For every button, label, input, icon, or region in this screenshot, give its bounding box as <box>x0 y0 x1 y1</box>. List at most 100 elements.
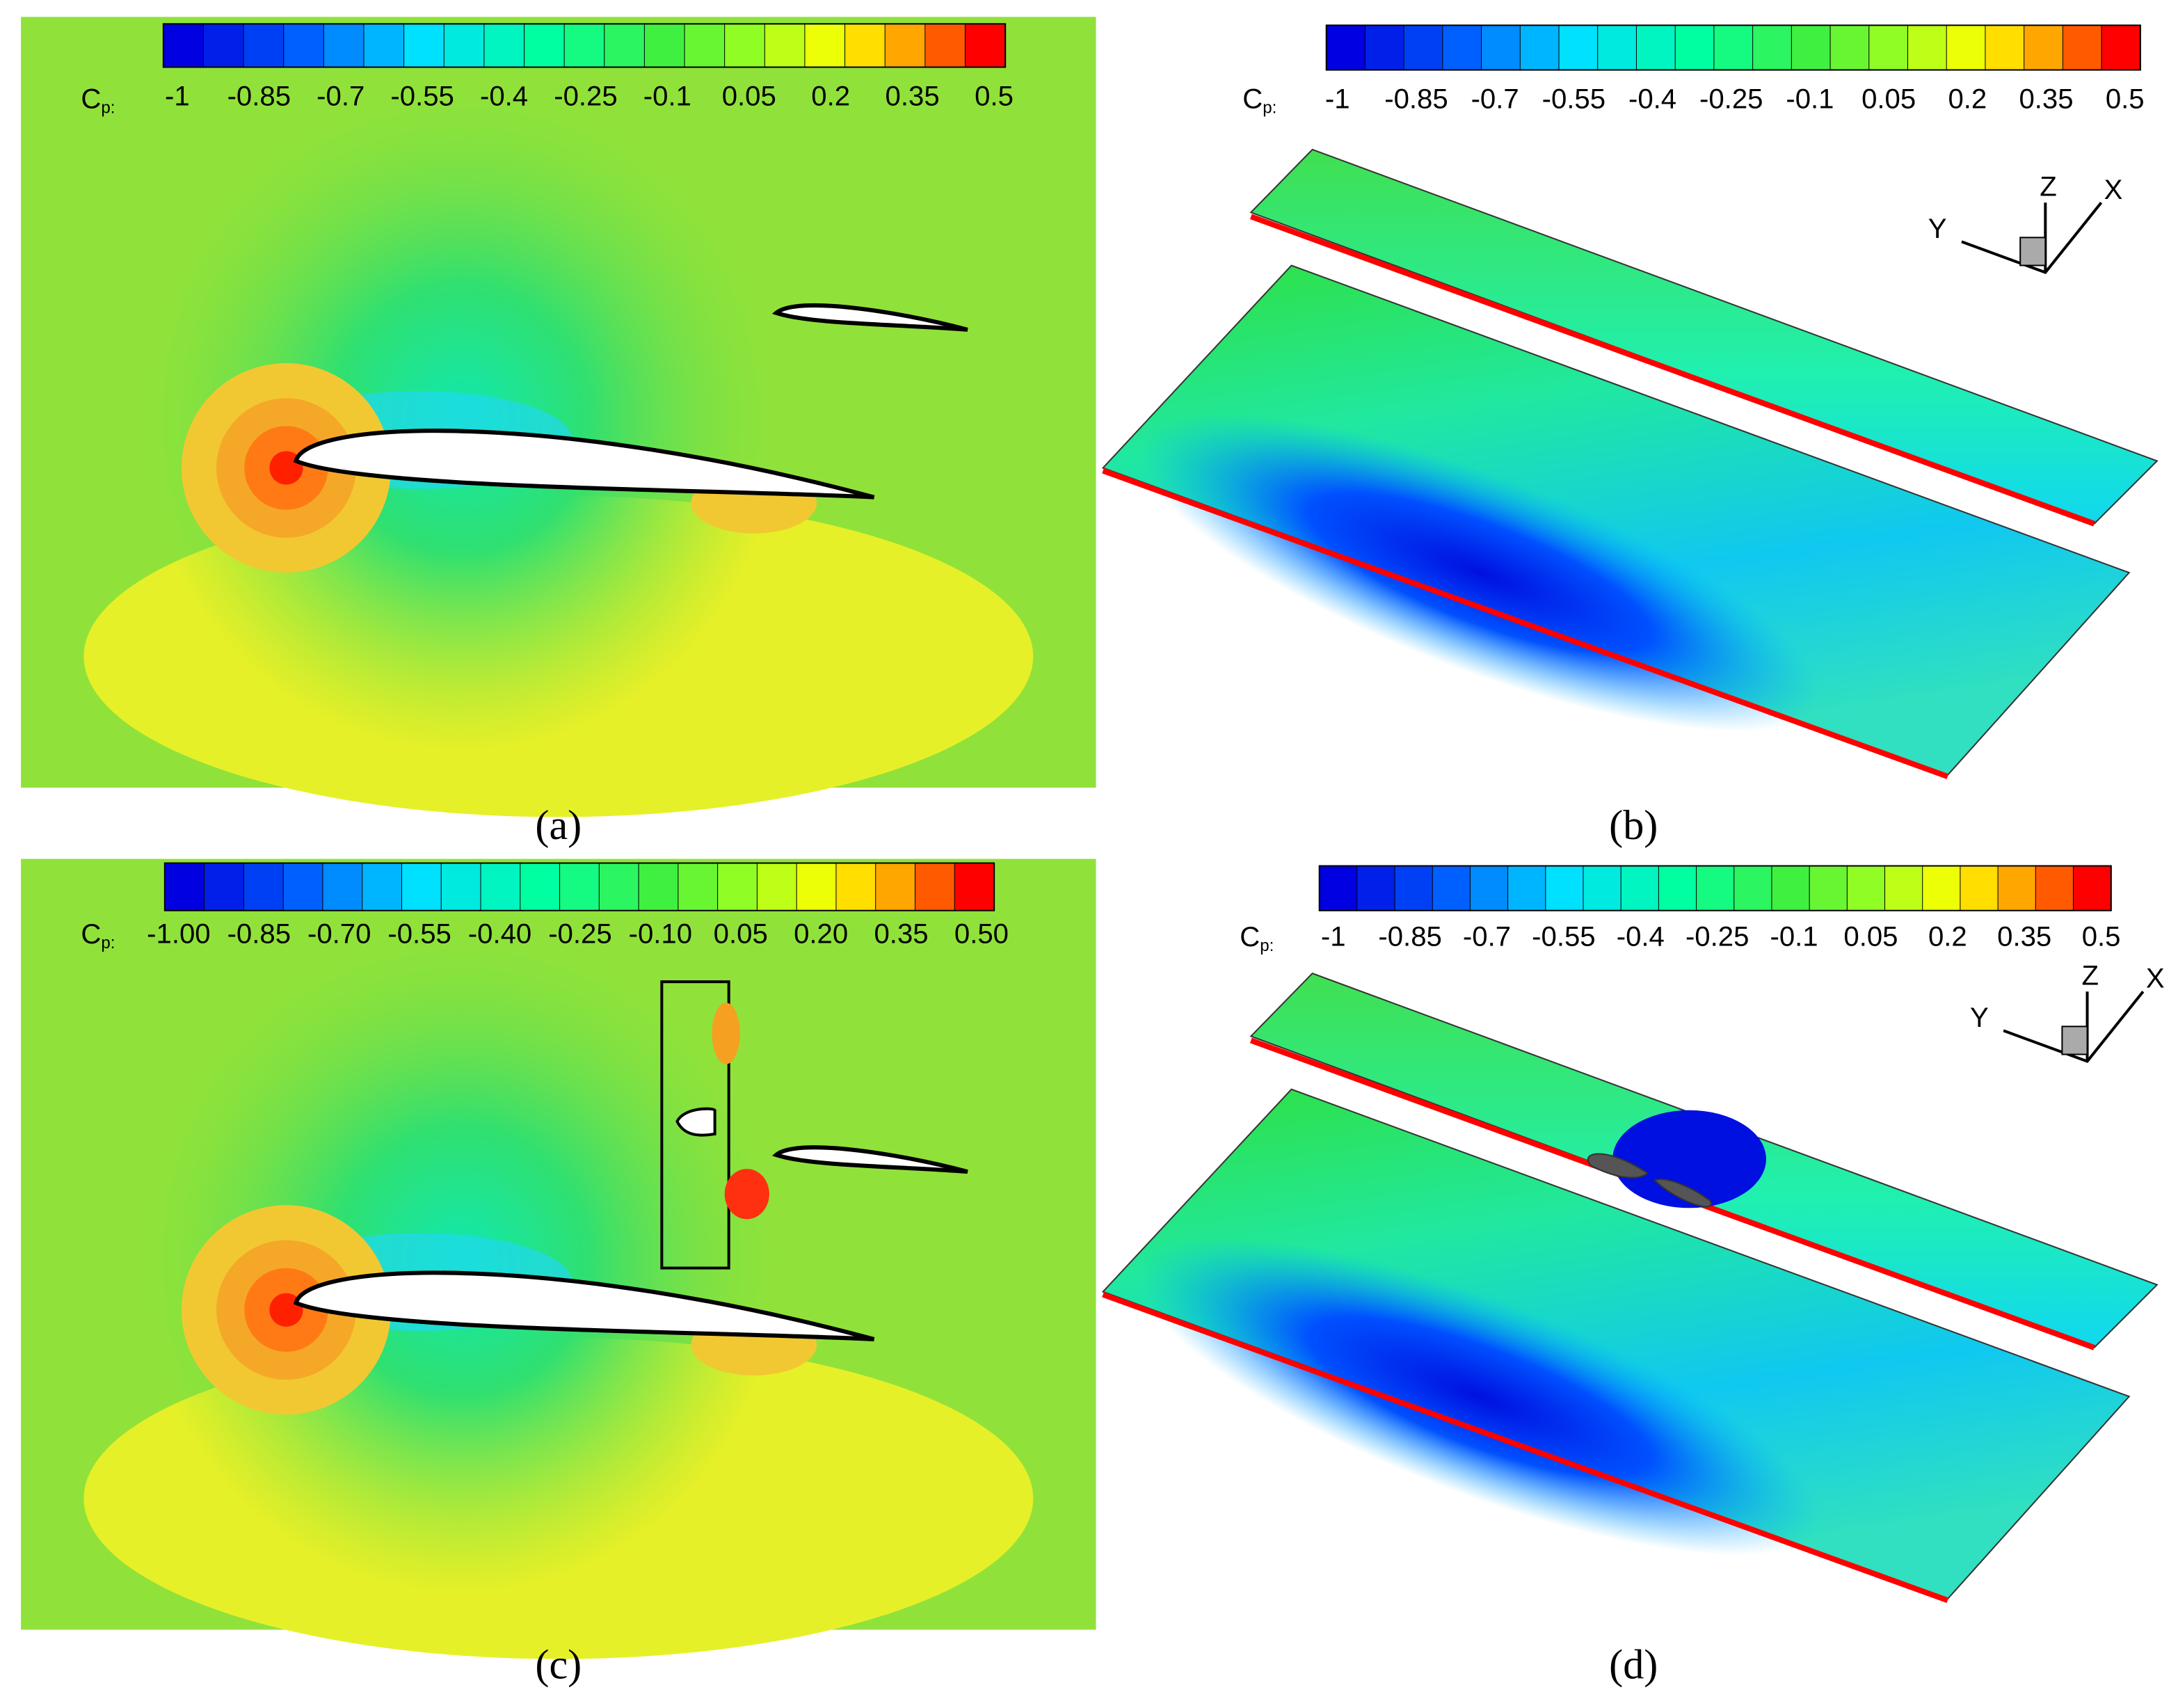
cp-subscript: p: <box>101 934 115 952</box>
colorbar-band <box>1469 865 1509 911</box>
colorbar-band <box>1829 24 1870 71</box>
colorbar-band <box>1733 865 1773 911</box>
colorbar-band <box>1442 24 1482 71</box>
inset-blob <box>712 1003 740 1064</box>
colorbar-tick-label: 0.35 <box>2019 83 2073 114</box>
colorbar-band <box>363 23 405 68</box>
colorbar-tick-label: -0.55 <box>387 918 451 950</box>
prop-suction <box>1612 1110 1766 1208</box>
colorbar-band <box>764 23 806 68</box>
cp-symbol: C <box>1240 921 1260 952</box>
colorbar-band <box>282 863 324 911</box>
colorbar-band <box>2062 24 2103 71</box>
colorbar-band <box>440 863 482 911</box>
colorbar-tick-label: -0.7 <box>317 80 365 111</box>
colorbar-band <box>243 23 285 68</box>
colorbar-band <box>1481 24 1521 71</box>
colorbar-band <box>401 863 442 911</box>
colorbar-tick-label: -0.40 <box>468 918 531 950</box>
colorbar-band <box>796 863 838 911</box>
colorbar-tick-label: -0.7 <box>1463 921 1511 952</box>
panel: Cp: -1 -0.85 -0.7 -0.55 -0.4 -0.25 -0.1 0.05 0.2 0… <box>21 17 1096 849</box>
colorbar-band <box>559 863 600 911</box>
colorbar-title: Cp: <box>81 918 115 953</box>
colorbar-tick-label: -0.10 <box>629 918 692 950</box>
panel: Cp: -1 -0.85 -0.7 -0.55 -0.4 -0.25 -0.1 0.05 0.2 0… <box>1101 24 2159 849</box>
colorbar-tick-label: -0.25 <box>554 80 617 111</box>
inset-body <box>675 1107 716 1137</box>
triad-label: X <box>2146 963 2165 994</box>
colorbar-band <box>323 23 365 68</box>
colorbar-band <box>1868 24 1909 71</box>
colorbar-tick-label: 0.35 <box>1997 921 2051 952</box>
colorbar-band <box>2024 24 2064 71</box>
colorbar-band <box>964 23 1007 68</box>
colorbar-tick-label: -0.1 <box>1770 921 1818 952</box>
colorbar-band <box>638 863 679 911</box>
colorbar-band <box>1583 865 1622 911</box>
colorbar-band <box>202 23 245 68</box>
colorbar-band <box>524 23 566 68</box>
colorbar-band <box>604 23 646 68</box>
colorbar-band <box>1884 865 1923 911</box>
panel-label: (b) <box>1609 802 1658 849</box>
colorbar-band <box>204 863 245 911</box>
colorbar-band <box>1519 24 1560 71</box>
cp-symbol: C <box>1242 83 1263 114</box>
colorbar-tick-label: -0.1 <box>1786 83 1834 114</box>
colorbar-frame <box>162 23 1007 68</box>
colorbar-tick-label: 0.35 <box>886 80 940 111</box>
colorbar-band <box>717 863 758 911</box>
colorbar-band <box>924 23 966 68</box>
suction-zone <box>1139 413 1821 732</box>
colorbar-tick-label: -1 <box>1325 83 1350 114</box>
colorbar-tick-label: -0.55 <box>390 80 454 111</box>
triad-cube <box>2019 237 2047 266</box>
colorbar-band <box>1558 24 1599 71</box>
main-airfoil <box>293 1270 875 1341</box>
colorbar-band <box>243 863 285 911</box>
colorbar-band <box>1620 865 1660 911</box>
colorbar-band <box>403 23 445 68</box>
colorbar-band <box>1658 865 1697 911</box>
colorbar-band <box>2035 865 2074 911</box>
panel: Cp: -1.00 -0.85 -0.70 -0.55 -0.40 -0.25 -0.10 0.… <box>21 859 1096 1688</box>
colorbar-tick-label: 0.05 <box>1843 921 1898 952</box>
colorbar-band <box>1960 865 1999 911</box>
colorbar-tick-label: 0.5 <box>2106 83 2145 114</box>
main-airfoil <box>293 429 875 500</box>
cp-symbol: C <box>81 83 101 114</box>
colorbar-tick-label: -0.55 <box>1532 921 1595 952</box>
triad-label: Z <box>2040 171 2057 202</box>
colorbar-band <box>163 23 205 68</box>
colorbar-tick-label: -0.25 <box>1685 921 1749 952</box>
colorbar-tick-label: -1 <box>1321 921 1346 952</box>
colorbar-band <box>1326 24 1366 71</box>
colorbar-tick-label: -0.55 <box>1542 83 1606 114</box>
colorbar-band <box>480 863 521 911</box>
main-edge <box>1102 468 1949 779</box>
colorbar-band <box>322 863 363 911</box>
colorbar-tick-label: 0.2 <box>1948 83 1987 114</box>
colorbar-band <box>835 863 876 911</box>
colorbar-band <box>1394 865 1434 911</box>
colorbar-tick-label: 0.05 <box>722 80 776 111</box>
colorbar-tick-label: 0.35 <box>874 918 928 950</box>
colorbar-frame <box>1325 24 2141 71</box>
colorbar-frame <box>163 862 995 911</box>
colorbar-band <box>1809 865 1848 911</box>
flap-airfoil <box>771 1145 968 1174</box>
cp-subscript: p: <box>101 99 115 118</box>
colorbar-tick-label: 0.50 <box>954 918 1009 950</box>
slat-edge <box>1249 214 2095 527</box>
colorbar-band <box>914 863 956 911</box>
colorbar-band <box>1545 865 1585 911</box>
cp-subscript: p: <box>1260 936 1274 955</box>
colorbar-band <box>1713 24 1754 71</box>
colorbar-tick-label: 0.5 <box>975 80 1014 111</box>
colorbar-tick-label: -0.1 <box>643 80 691 111</box>
inset-box <box>660 980 730 1270</box>
colorbar-tick-label: -1.00 <box>147 918 210 950</box>
triad-cube <box>2061 1025 2088 1055</box>
colorbar-tick-label: -0.85 <box>1378 921 1441 952</box>
